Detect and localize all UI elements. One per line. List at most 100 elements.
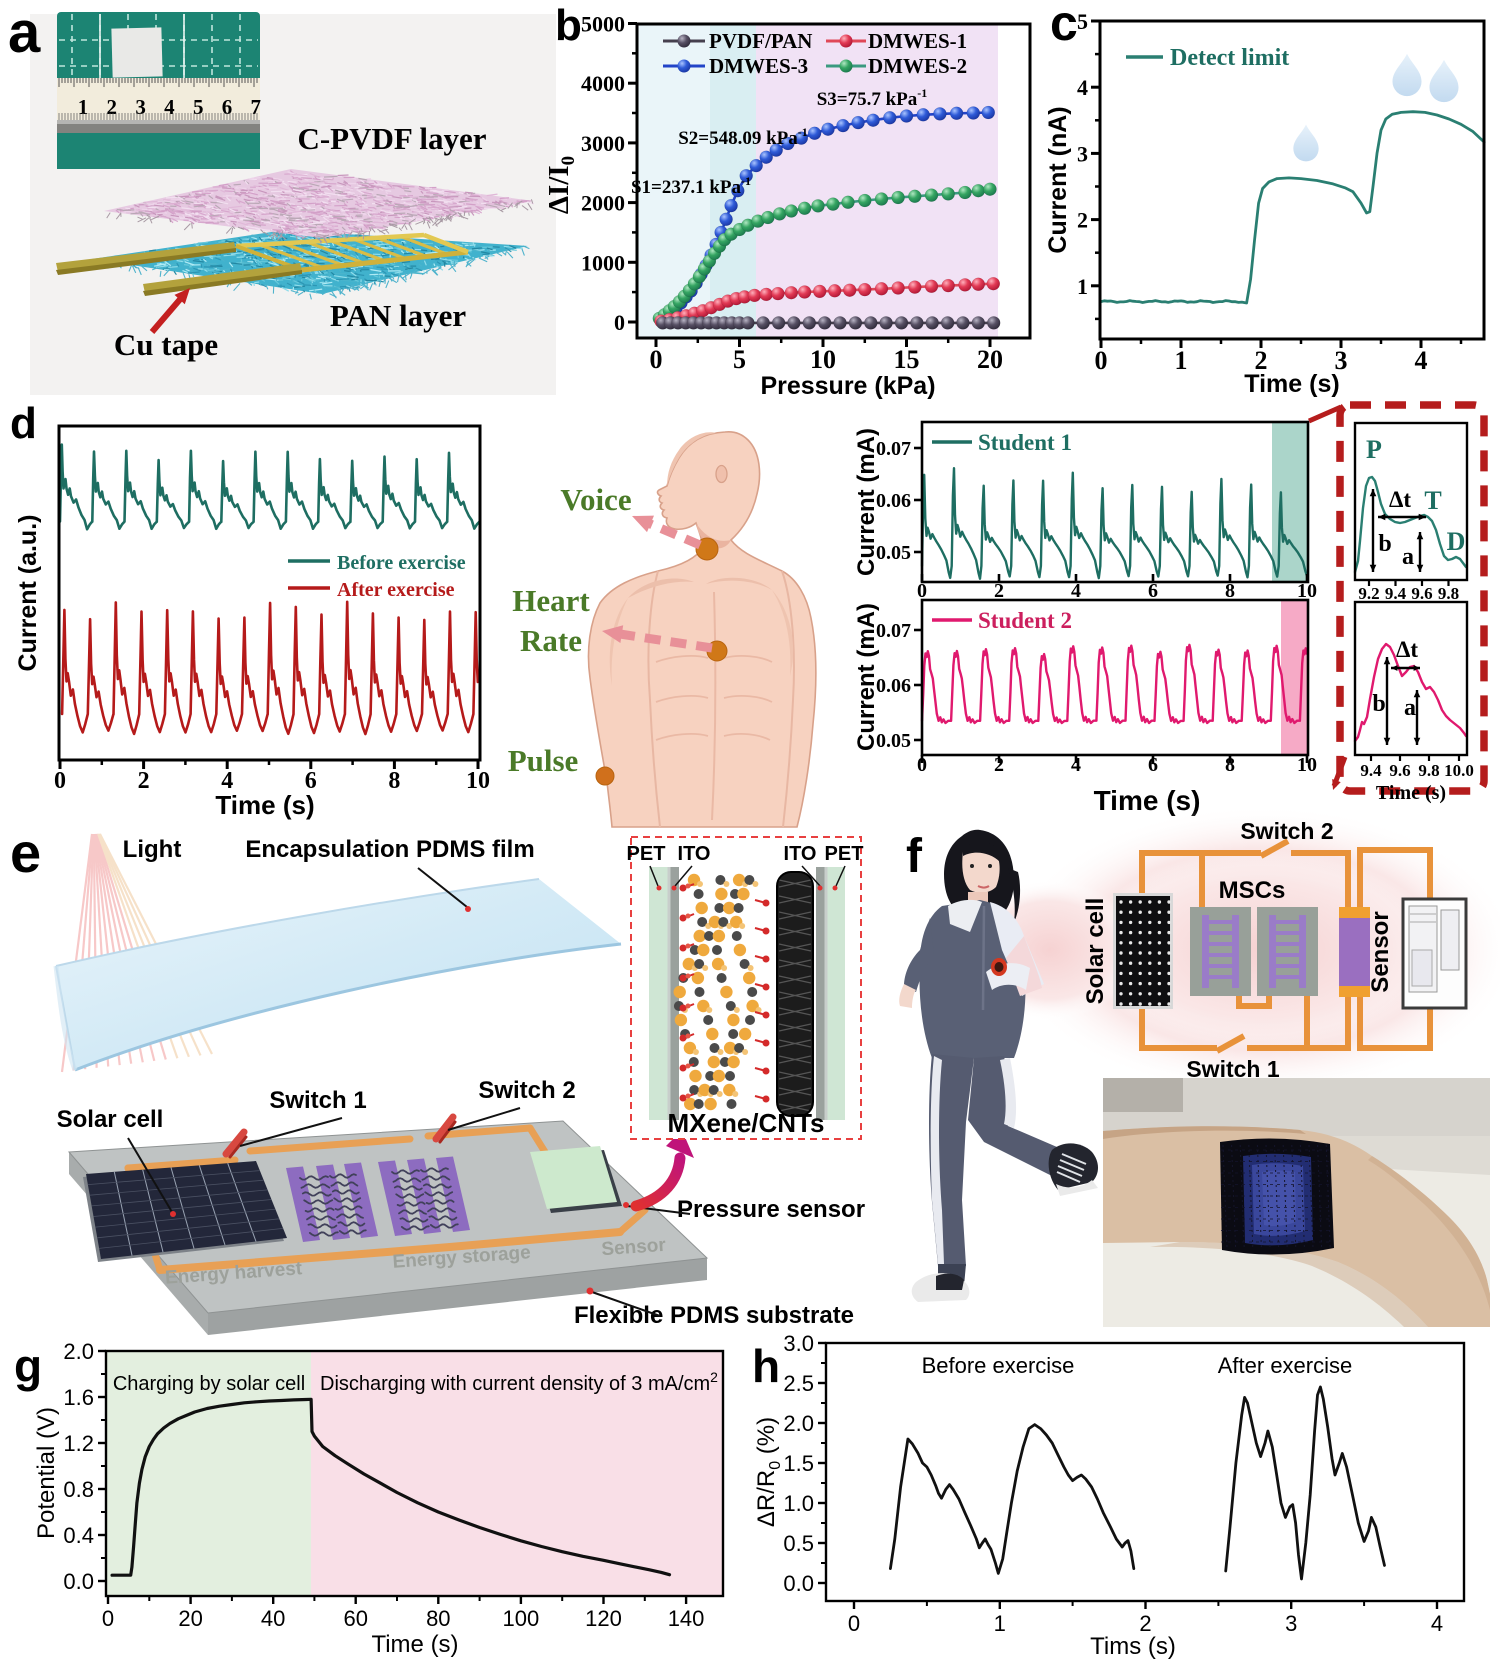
svg-text:Heart: Heart [512,583,590,618]
svg-text:T: T [1424,486,1441,515]
svg-text:80: 80 [426,1606,450,1631]
svg-text:Cu tape: Cu tape [114,327,218,362]
svg-text:Before exercise: Before exercise [922,1353,1075,1378]
svg-text:9.4: 9.4 [1360,761,1382,780]
svg-text:9.8: 9.8 [1438,584,1459,603]
svg-text:15: 15 [894,345,920,374]
svg-text:10.0: 10.0 [1444,761,1474,780]
svg-text:Charging by solar cell: Charging by solar cell [113,1373,305,1395]
svg-text:c: c [1050,0,1078,51]
svg-text:9.8: 9.8 [1418,761,1439,780]
svg-text:8: 8 [388,768,400,794]
svg-text:Student 2: Student 2 [978,608,1072,633]
svg-text:0: 0 [614,310,625,335]
svg-text:Pulse: Pulse [508,743,579,778]
svg-text:2: 2 [1077,208,1088,233]
svg-text:20: 20 [178,1606,202,1631]
svg-text:After exercise: After exercise [337,579,455,601]
svg-text:1.5: 1.5 [783,1451,814,1476]
svg-text:Current (mA): Current (mA) [853,603,880,751]
svg-text:Solar cell: Solar cell [1082,898,1109,1005]
svg-text:1: 1 [78,95,89,119]
svg-text:Pressure sensor: Pressure sensor [677,1196,865,1223]
svg-text:P: P [1366,435,1382,464]
svg-text:9.6: 9.6 [1389,761,1410,780]
svg-text:1: 1 [994,1611,1006,1636]
svg-text:1: 1 [1175,346,1188,375]
svg-text:d: d [10,399,37,448]
svg-text:b: b [1372,691,1385,717]
svg-text:DMWES-2: DMWES-2 [868,54,967,78]
svg-text:2.0: 2.0 [63,1339,94,1364]
svg-text:Current (nA): Current (nA) [1044,106,1072,253]
svg-text:Switch 1: Switch 1 [269,1087,366,1114]
svg-text:3.0: 3.0 [783,1331,814,1356]
svg-text:3: 3 [135,95,146,119]
svg-text:S1=237.1 kPa-1: S1=237.1 kPa-1 [631,174,751,198]
svg-text:Voice: Voice [560,482,631,517]
svg-text:7: 7 [251,95,262,119]
svg-text:5000: 5000 [581,12,625,37]
svg-text:6: 6 [1148,580,1158,602]
svg-text:f: f [906,830,923,883]
svg-text:1.2: 1.2 [63,1431,94,1456]
svg-text:100: 100 [503,1606,540,1631]
svg-text:S3=75.7 kPa-1: S3=75.7 kPa-1 [817,86,928,110]
svg-text:a: a [1404,695,1416,721]
svg-text:0.05: 0.05 [876,730,911,752]
svg-text:Time (s): Time (s) [215,790,314,820]
svg-text:DMWES-1: DMWES-1 [868,29,967,53]
svg-text:Encapsulation PDMS film: Encapsulation PDMS film [245,836,534,863]
svg-text:10: 10 [466,768,490,794]
svg-text:8: 8 [1225,580,1235,602]
svg-text:2: 2 [107,95,118,119]
svg-text:3: 3 [1077,141,1088,166]
svg-text:0.05: 0.05 [876,542,911,564]
svg-text:Student 1: Student 1 [978,430,1072,455]
svg-text:Δt: Δt [1396,637,1418,662]
svg-text:Switch 2: Switch 2 [478,1077,575,1104]
svg-text:0: 0 [54,768,66,794]
svg-text:0.06: 0.06 [876,675,911,697]
svg-text:4000: 4000 [581,71,625,96]
svg-text:PAN layer: PAN layer [330,298,467,333]
svg-text:5: 5 [1077,9,1088,34]
svg-text:1000: 1000 [581,250,625,275]
svg-text:2: 2 [1139,1611,1151,1636]
svg-text:Time (s): Time (s) [1094,785,1201,816]
svg-text:4: 4 [1415,346,1428,375]
svg-text:Switch 1: Switch 1 [1186,1056,1280,1082]
svg-text:Current (mA): Current (mA) [853,428,880,576]
svg-text:g: g [14,1340,42,1392]
svg-text:10: 10 [810,345,836,374]
svg-text:6: 6 [1148,754,1158,776]
svg-text:0.07: 0.07 [876,438,911,460]
svg-text:Time (s): Time (s) [371,1631,458,1658]
svg-text:0.8: 0.8 [63,1477,94,1502]
svg-text:ITO: ITO [678,843,711,865]
svg-text:After exercise: After exercise [1218,1353,1353,1378]
svg-text:120: 120 [585,1606,622,1631]
svg-text:1.6: 1.6 [63,1385,94,1410]
svg-text:5: 5 [733,345,746,374]
svg-text:D: D [1447,527,1466,556]
svg-text:0.5: 0.5 [783,1531,814,1556]
svg-text:Tims (s): Tims (s) [1090,1633,1176,1659]
svg-text:9.6: 9.6 [1411,584,1432,603]
svg-text:b: b [1378,531,1391,557]
svg-text:e: e [10,821,41,884]
svg-text:2000: 2000 [581,191,625,216]
svg-text:9.4: 9.4 [1385,584,1407,603]
svg-text:Current (a.u.): Current (a.u.) [14,515,42,672]
svg-text:Time (s): Time (s) [1244,370,1339,398]
svg-text:Δt: Δt [1389,487,1411,512]
svg-text:1: 1 [1077,274,1088,299]
svg-text:PVDF/PAN: PVDF/PAN [709,29,812,53]
svg-text:h: h [752,1340,780,1392]
svg-text:Light: Light [123,836,182,863]
svg-text:4: 4 [1077,75,1088,100]
svg-text:2: 2 [994,754,1004,776]
svg-text:2: 2 [138,768,150,794]
svg-text:60: 60 [343,1606,367,1631]
svg-text:b: b [555,1,582,50]
